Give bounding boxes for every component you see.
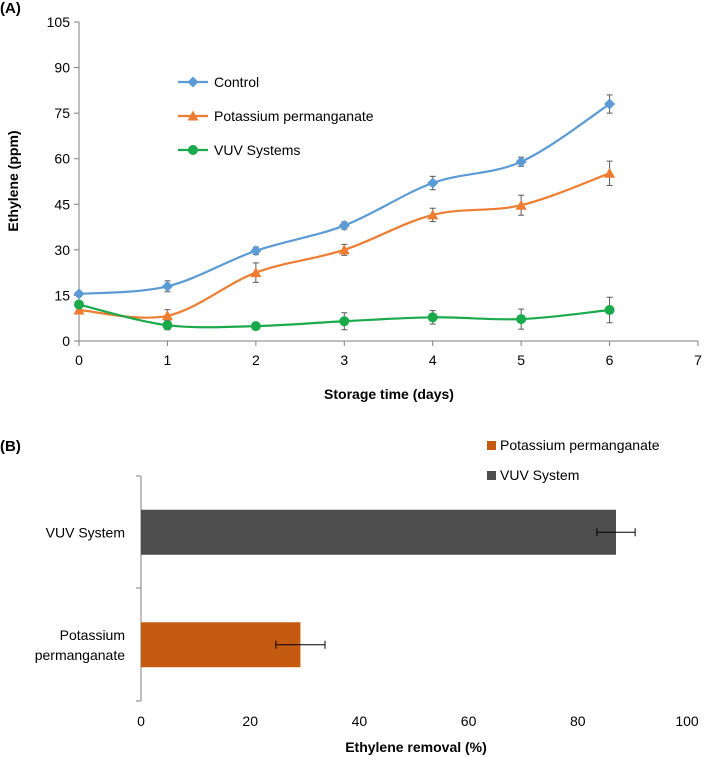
- data-point-vuv-systems: [339, 316, 350, 327]
- panel-a-x-tick-label: 0: [75, 352, 83, 368]
- category-label-vuv-system: VUV System: [46, 524, 125, 540]
- bar-vuv-system: [141, 509, 617, 555]
- series-line-control: [78, 103, 611, 296]
- panel-a-x-tick-label: 7: [694, 352, 702, 368]
- data-point-potassium-permanganate: [604, 167, 616, 178]
- data-point-vuv-systems: [74, 299, 84, 310]
- panel-a-x-tick-label: 6: [606, 352, 614, 368]
- panel-a-x-tick-label: 2: [252, 352, 260, 368]
- panel-a-series: [73, 94, 616, 332]
- category-label-line: Potassium: [60, 627, 125, 643]
- panel-b-category-labels: VUV System Potassium permanganate: [35, 524, 126, 663]
- series-vuv-systems: [74, 296, 615, 332]
- panel-b-bar-chart: (B) 0 20 40 60 80 100 VUV System Potassium perm…: [0, 437, 699, 755]
- legend-label: VUV Systems: [214, 142, 300, 158]
- data-point-control: [515, 156, 527, 168]
- data-point-control: [73, 288, 85, 300]
- panel-b-x-tick-label: 60: [461, 713, 477, 729]
- series-control: [73, 94, 616, 300]
- legend-marker: [187, 110, 199, 121]
- legend-entry-potassium-permanganate: Potassium permanganate: [487, 437, 660, 453]
- data-point-potassium-permanganate: [250, 267, 262, 278]
- panel-a-x-tick-label: 5: [517, 352, 525, 368]
- panel-a-y-axis-title: Ethylene (ppm): [5, 130, 21, 231]
- panel-a-legend: Control Potassium permanganate VUV Systems: [178, 74, 374, 158]
- panel-a-x-tick-label: 3: [340, 352, 348, 368]
- series-potassium-permanganate: [73, 160, 616, 323]
- category-label-line: permanganate: [35, 647, 126, 663]
- panel-b-x-tick-label: 0: [137, 713, 145, 729]
- data-point-potassium-permanganate: [161, 310, 173, 321]
- panel-a-y-tick-label: 75: [54, 105, 70, 121]
- panel-b-bars: [141, 509, 636, 668]
- category-label-line: VUV System: [46, 524, 125, 540]
- data-point-vuv-systems: [250, 321, 261, 332]
- panel-a-x-tick-label: 4: [429, 352, 437, 368]
- legend-entry-potassium-permanganate: Potassium permanganate: [178, 108, 374, 124]
- panel-a-x-tick-label: 1: [164, 352, 172, 368]
- legend-label: Potassium permanganate: [500, 437, 660, 453]
- legend-label: VUV System: [500, 467, 579, 483]
- data-point-control: [161, 280, 173, 292]
- panel-b-legend: Potassium permanganate VUV System: [487, 437, 660, 483]
- panel-a-y-tick-label: 45: [54, 196, 70, 212]
- data-point-potassium-permanganate: [515, 199, 527, 210]
- data-point-control: [338, 220, 350, 232]
- legend-swatch: [487, 441, 496, 450]
- panel-a-x-axis-title: Storage time (days): [324, 386, 454, 402]
- panel-a-y-tick-label: 30: [54, 242, 70, 258]
- legend-label: Potassium permanganate: [214, 108, 374, 124]
- panel-b-x-tick-label: 40: [352, 713, 368, 729]
- panel-b-x-tick-label: 100: [675, 713, 699, 729]
- data-point-potassium-permanganate: [427, 209, 439, 220]
- panel-b-x-tick-label: 80: [570, 713, 586, 729]
- panel-a-y-tick-label: 60: [54, 151, 70, 167]
- panel-b-x-tick-label: 20: [242, 713, 258, 729]
- data-point-vuv-systems: [604, 305, 615, 316]
- panel-b-x-ticks: 0 20 40 60 80 100: [137, 713, 699, 729]
- panel-a-y-tick-label: 0: [62, 333, 70, 349]
- panel-a-y-tick-label: 105: [47, 14, 71, 30]
- panel-a-label: (A): [0, 0, 21, 17]
- legend-entry-control: Control: [178, 74, 259, 90]
- legend-entry-vuv-system: VUV System: [487, 467, 579, 483]
- panel-a-x-ticks: 0 1 2 3 4 5 6 7: [75, 341, 702, 368]
- legend-marker: [188, 145, 198, 155]
- data-point-vuv-systems: [162, 320, 173, 331]
- data-point-control: [250, 245, 262, 257]
- panel-b-label: (B): [0, 438, 21, 455]
- data-point-vuv-systems: [516, 314, 527, 325]
- data-point-vuv-systems: [427, 312, 438, 323]
- data-point-control: [427, 177, 439, 189]
- panel-a-y-tick-label: 15: [54, 287, 70, 303]
- data-point-potassium-permanganate: [338, 244, 350, 255]
- legend-label: Control: [214, 74, 259, 90]
- panel-b-x-axis-title: Ethylene removal (%): [345, 739, 487, 755]
- panel-a-y-tick-label: 90: [54, 60, 70, 76]
- legend-swatch: [487, 471, 496, 480]
- error-bar: [596, 528, 636, 537]
- error-bar: [275, 640, 326, 649]
- legend-marker: [187, 76, 199, 88]
- category-label-potassium-permanganate: Potassium permanganate: [35, 627, 126, 663]
- panel-a-y-ticks: 0 15 30 45 60 75 90 105: [47, 14, 79, 349]
- legend-entry-vuv-systems: VUV Systems: [178, 142, 300, 158]
- bar-potassium-permanganate: [141, 622, 301, 668]
- data-point-control: [604, 98, 616, 110]
